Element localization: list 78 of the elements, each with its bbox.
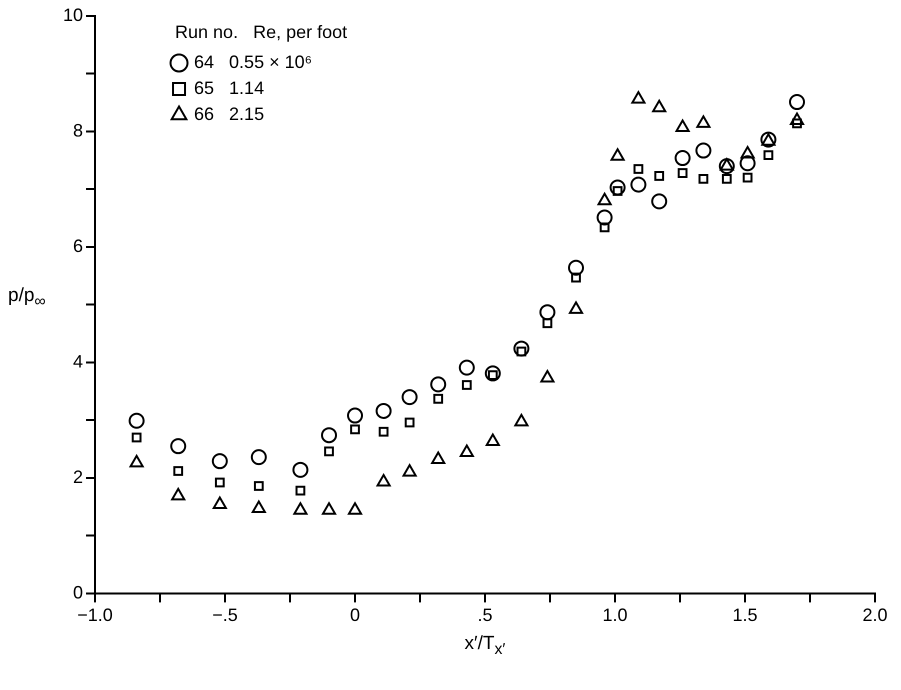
y-tick-label: 6 [73, 236, 84, 256]
x-tick-label: −1.0 [77, 605, 113, 626]
x-axis-title: x′/T$_{x′}$ [464, 633, 506, 660]
point [252, 500, 266, 514]
point [322, 502, 336, 515]
point [431, 451, 446, 464]
point [376, 474, 391, 486]
x-tick-label: .5 [478, 605, 493, 626]
point [402, 389, 418, 406]
point [568, 260, 584, 276]
point [571, 272, 581, 282]
point [132, 432, 142, 442]
point [250, 449, 267, 466]
point [433, 394, 444, 404]
point [792, 118, 802, 128]
legend-title: Run no. Re, per foot [175, 22, 348, 42]
point [254, 481, 264, 491]
point [458, 360, 475, 376]
x-tick-label: −.5 [212, 605, 238, 626]
point [292, 462, 308, 478]
point [350, 424, 360, 434]
point [171, 488, 186, 500]
x-tick-label: 1.0 [602, 605, 628, 626]
point [293, 502, 308, 515]
point [539, 304, 556, 320]
y-tick-label: 8 [73, 120, 84, 140]
point [740, 155, 756, 172]
point [212, 453, 228, 470]
point [722, 174, 732, 184]
point [678, 168, 688, 178]
point [173, 466, 184, 476]
point [513, 340, 530, 357]
point [348, 502, 362, 515]
point [321, 427, 338, 444]
point [347, 408, 364, 424]
legend-label: 66 2.15 [194, 104, 264, 124]
point [130, 454, 144, 468]
legend-label: 64 0.55 × 10⁶ [194, 52, 312, 72]
x-tick-label: 1.5 [732, 605, 758, 626]
point [296, 486, 306, 496]
point [460, 444, 474, 458]
point [484, 365, 501, 382]
point [324, 446, 334, 456]
point [695, 142, 712, 159]
point [376, 402, 392, 419]
x-tick-label: 0 [350, 605, 360, 626]
point [634, 164, 644, 174]
point [170, 438, 186, 454]
point [212, 496, 227, 509]
y-tick-label: 4 [73, 351, 84, 372]
point [610, 179, 626, 196]
point [789, 94, 805, 110]
y-axis-title: p/p$_{∞}$ [8, 284, 46, 310]
point [630, 176, 646, 193]
point [540, 370, 554, 383]
point [404, 418, 414, 428]
point [764, 150, 774, 160]
point [486, 434, 500, 446]
legend-label: 65 1.14 [194, 78, 264, 98]
point [128, 412, 145, 429]
point [596, 210, 613, 226]
point [214, 478, 225, 488]
y-tick-label: 2 [73, 466, 84, 487]
x-tick-label: 2.0 [862, 605, 888, 626]
y-tick-label: 0 [73, 582, 84, 602]
point [654, 171, 664, 181]
point [514, 414, 528, 426]
point [698, 174, 708, 184]
point [542, 318, 552, 328]
point [600, 222, 610, 232]
point [651, 193, 668, 210]
point [430, 376, 446, 392]
y-tick-label: 10 [62, 4, 84, 25]
point [402, 464, 417, 477]
point [378, 426, 389, 437]
point [742, 172, 752, 183]
point [674, 150, 691, 166]
point [462, 380, 472, 390]
